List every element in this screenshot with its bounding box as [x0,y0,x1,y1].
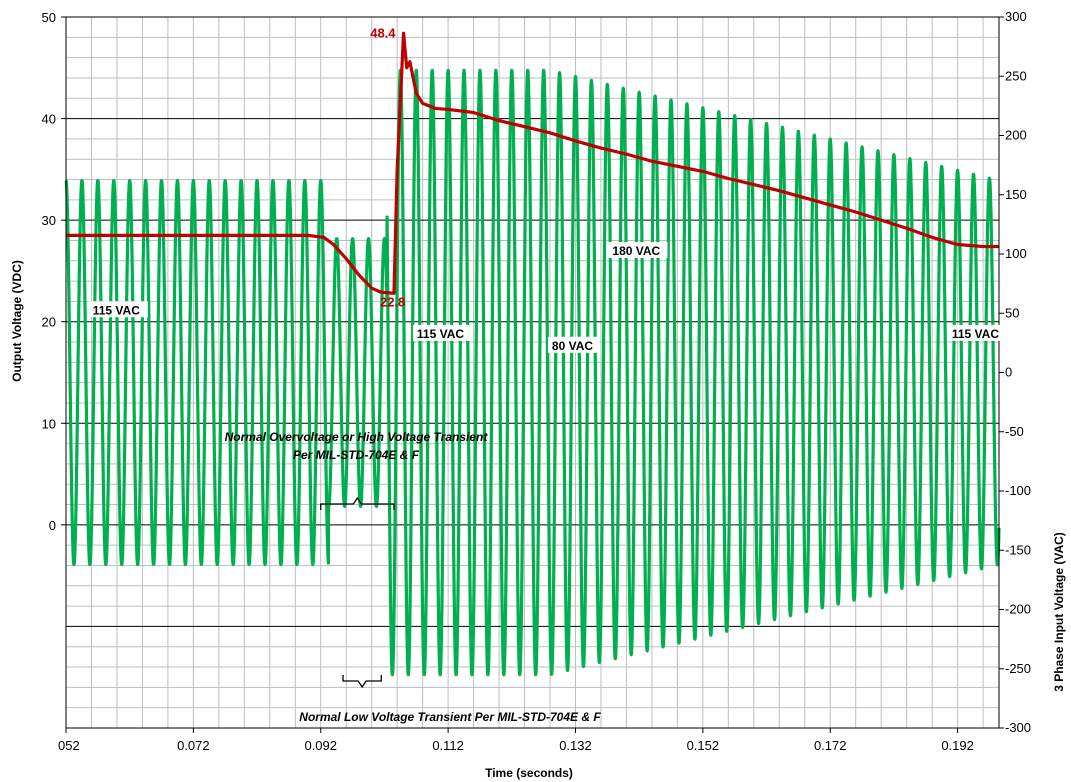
overvoltage-annotation-line1: Normal Overvoltage or High Voltage Trans… [225,430,489,444]
x-tick-label: 0.092 [304,738,337,753]
series-layer [64,31,1001,677]
input-voltage-line [64,68,1001,677]
dip-data-label: 22.8 [380,294,405,309]
y-left-tick-label: 30 [42,213,56,228]
region-label: 180 VAC [608,242,668,258]
y-right-tick-label: 0 [1005,365,1012,380]
x-tick-label: 0.192 [941,738,974,753]
y-axis-left-title: Output Voltage (VDC) [10,260,24,382]
y-right-tick-label: 200 [1005,128,1027,143]
y-right-tick-label: -200 [1005,602,1031,617]
region-label-text: 115 VAC [417,327,464,341]
y-left-tick-label: 0 [49,518,56,533]
overvoltage-annotation-line2: Per MIL-STD-704E & F [293,448,420,462]
y-right-tick-label: 100 [1005,246,1027,261]
transient-braces [320,496,395,689]
x-tick-label: 0.112 [432,738,464,753]
region-label-text: 115 VAC [93,303,140,317]
region-label: 115 VAC [88,301,148,318]
y-right-tick-label: -250 [1005,661,1031,676]
y-right-tick-label: -50 [1005,424,1024,439]
x-axis-title: Time (seconds) [485,766,573,780]
x-tick-label: 0.132 [559,738,592,753]
y-right-tick-label: 50 [1005,305,1019,320]
region-label-box [88,301,148,318]
region-label-text: 180 VAC [612,244,660,258]
y-left-tick-label: 10 [42,416,56,431]
y-right-tick-label: 150 [1005,187,1027,202]
low-voltage-annotation: Normal Low Voltage Transient Per MIL-STD… [299,710,601,724]
axes-layer: 0 10 20 30 40 50 -300 -250 -200 -150 -100 -50 0 50 100… [42,9,1032,753]
y-axis-right-title: 3 Phase Input Voltage (VAC) [1052,532,1066,692]
y-right-tick-label: -150 [1005,542,1031,557]
region-label-box [547,336,600,353]
y-right-tick-label: -300 [1005,720,1031,735]
region-label-box [412,324,473,341]
region-label: 115 VAC [947,324,1007,341]
output-voltage-line [66,31,999,295]
y-left-tick-label: 20 [42,315,56,330]
overvoltage-brace [320,496,395,510]
x-tick-label: 0.072 [177,738,210,753]
peak-data-label: 48.4 [370,25,396,40]
low-voltage-brace [342,675,382,689]
y-right-tick-label: 300 [1005,9,1027,24]
region-label-box [608,242,668,258]
x-tick-label: 0.152 [687,738,720,753]
region-label-box [947,324,1007,341]
region-label-text: 80 VAC [552,339,593,353]
y-right-tick-label: 250 [1005,68,1027,83]
x-tick-label: 052 [58,738,80,753]
y-left-tick-label: 50 [42,10,56,25]
y-right-tick-label: -100 [1005,483,1031,498]
region-label: 115 VAC [412,324,473,341]
region-label: 80 VAC [547,336,600,353]
region-label-text: 115 VAC [952,327,999,341]
labels-layer: 48.4 22.8 115 VAC 115 VAC 80 VAC 180 VAC 115 V… [88,25,1007,353]
y-left-tick-label: 40 [42,112,56,127]
x-tick-label: 0.172 [814,738,847,753]
